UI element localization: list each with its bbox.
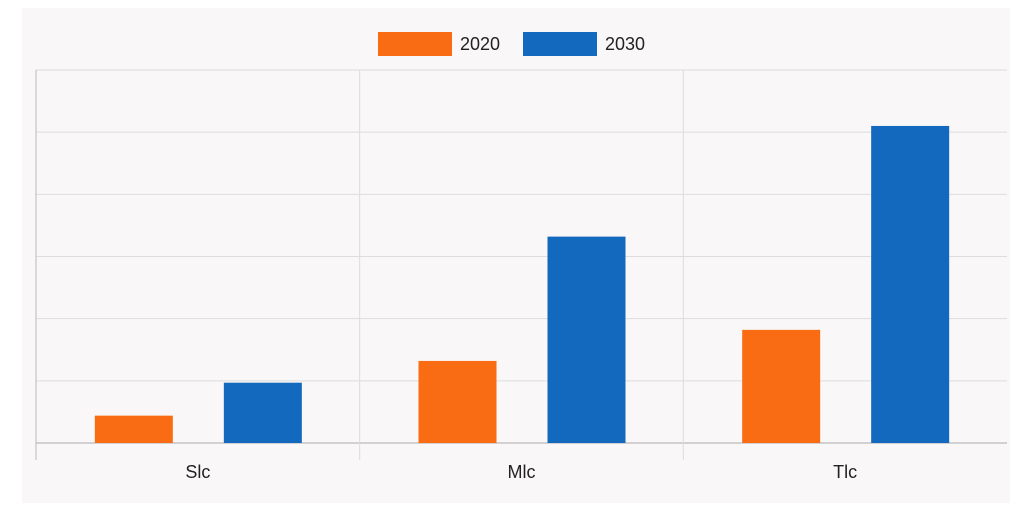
bar <box>547 236 626 443</box>
legend-label: 2020 <box>460 34 500 54</box>
bar <box>223 382 302 443</box>
bar <box>94 415 173 443</box>
legend-label: 2030 <box>605 34 645 54</box>
bar <box>418 360 497 443</box>
bar <box>742 329 821 443</box>
legend-swatch <box>523 32 597 56</box>
legend-swatch <box>378 32 452 56</box>
bar <box>871 125 950 443</box>
x-tick-label: Mlc <box>508 462 536 482</box>
chart-background <box>22 8 1010 503</box>
x-tick-label: Tlc <box>833 462 857 482</box>
x-tick-label: Slc <box>185 462 210 482</box>
